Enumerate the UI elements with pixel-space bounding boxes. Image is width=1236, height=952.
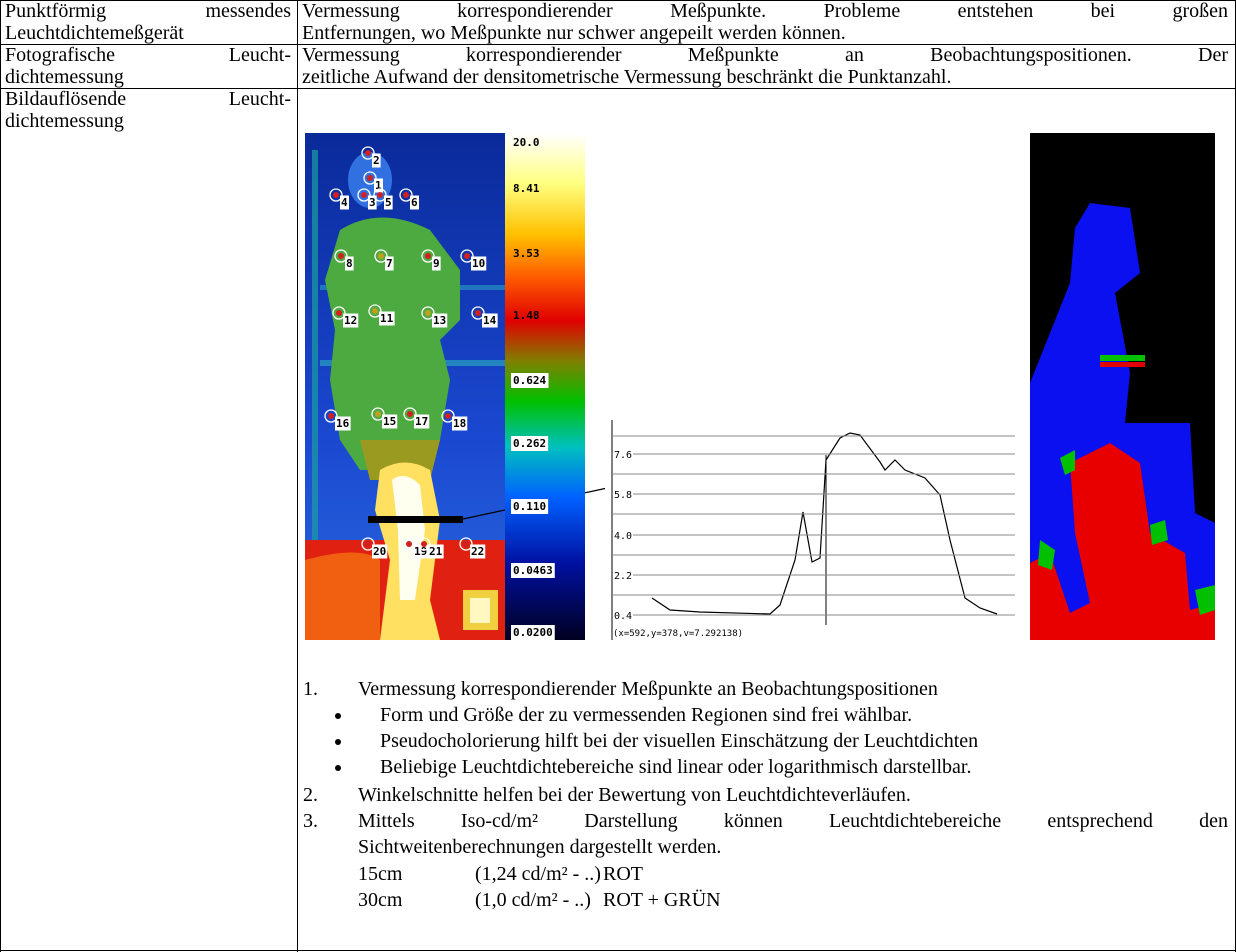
marker-label: 17: [415, 415, 428, 428]
marker-label: 22: [471, 545, 484, 558]
marker-dot: [365, 541, 371, 547]
bullet-text: Pseudocholorierung hilft bei der visuell…: [380, 730, 978, 752]
marker-dot: [407, 411, 413, 417]
luminance-image: [305, 133, 505, 640]
marker-label: 8: [346, 257, 353, 270]
range-value: (1,0 cd/m² - ..): [475, 889, 591, 911]
range-value: (1,24 cd/m² - ..): [475, 863, 601, 885]
marker-dot: [375, 411, 381, 417]
y-tick-label: 4.0: [614, 531, 632, 542]
marker-label: 21: [429, 545, 443, 558]
profile-graph: [605, 420, 1015, 640]
scale-label: 0.0463: [513, 564, 553, 577]
list-number: 2.: [303, 784, 318, 806]
list-number: 1.: [303, 678, 318, 700]
y-tick-label: 0.4: [614, 611, 632, 622]
range-color: ROT + GRÜN: [603, 889, 721, 911]
profile-caption: (x=592,y=378,v=7.292138): [613, 629, 743, 639]
marker-label: 6: [411, 196, 418, 209]
scale-label: 0.262: [513, 437, 546, 450]
range-size: 30cm: [358, 889, 402, 911]
marker-dot: [445, 413, 451, 419]
marker-label: 11: [380, 312, 394, 325]
marker-dot: [475, 310, 481, 316]
marker-label: 10: [472, 257, 485, 270]
marker-dot: [425, 310, 431, 316]
range-size: 15cm: [358, 863, 402, 885]
iso-image: [1030, 133, 1215, 640]
marker-label: 7: [386, 257, 393, 270]
marker-dot: [464, 253, 470, 259]
marker-label: 18: [453, 417, 466, 430]
marker-label: 20: [373, 545, 386, 558]
marker-dot: [365, 150, 371, 156]
marker-dot: [378, 253, 384, 259]
marker-label: 2: [373, 154, 380, 167]
range-color: ROT: [603, 863, 643, 885]
y-tick-label: 7.6: [614, 450, 632, 461]
marker-dot: [425, 253, 431, 259]
marker-dot: [463, 541, 469, 547]
bullet: [335, 739, 341, 745]
marker-label: 15: [383, 415, 396, 428]
list-number: 3.: [303, 810, 318, 832]
marker-label: 14: [483, 314, 497, 327]
scale-label: 1.48: [513, 309, 540, 322]
list-text: Mittels Iso-cd/m² Darstellung können Leu…: [358, 810, 1228, 832]
marker-dot: [421, 541, 427, 547]
scale-label: 0.0200: [513, 626, 553, 639]
y-tick-label: 2.2: [614, 571, 632, 582]
list-text: Vermessung korrespondierender Meßpunkte …: [358, 678, 938, 700]
list-text: Sichtweitenberechnungen dargestellt werd…: [358, 836, 721, 858]
marker-dot: [336, 310, 342, 316]
marker-label: 9: [433, 257, 440, 270]
bullet: [335, 713, 341, 719]
marker-dot: [333, 192, 339, 198]
marker-dot: [338, 253, 344, 259]
scale-label: 20.0: [513, 136, 540, 149]
bullet-text: Form und Größe der zu vermessenden Regio…: [380, 704, 912, 726]
scale-label: 0.624: [513, 374, 546, 387]
marker-dot: [403, 192, 409, 198]
scale-label: 8.41: [513, 182, 540, 195]
marker-label: 16: [336, 417, 350, 430]
bullet: [335, 765, 341, 771]
scale-label: 3.53: [513, 247, 540, 260]
page: Punktförmig messendes Leuchtdichtemeßger…: [0, 0, 1236, 952]
marker-label: 12: [344, 314, 357, 327]
list-text: Winkelschnitte helfen bei der Bewertung …: [358, 784, 911, 806]
marker-dot: [406, 541, 412, 547]
marker-dot: [367, 175, 373, 181]
bullet-text: Beliebige Leuchtdichtebereiche sind line…: [380, 756, 971, 778]
marker-dot: [377, 192, 383, 198]
marker-label: 13: [433, 314, 446, 327]
marker-label: 4: [341, 196, 348, 209]
marker-dot: [372, 308, 378, 314]
marker-dot: [361, 192, 367, 198]
marker-label: 5: [385, 196, 392, 209]
scale-label: 0.110: [513, 500, 546, 513]
y-tick-label: 5.8: [614, 490, 632, 501]
marker-dot: [328, 413, 334, 419]
marker-label: 19: [414, 545, 427, 558]
